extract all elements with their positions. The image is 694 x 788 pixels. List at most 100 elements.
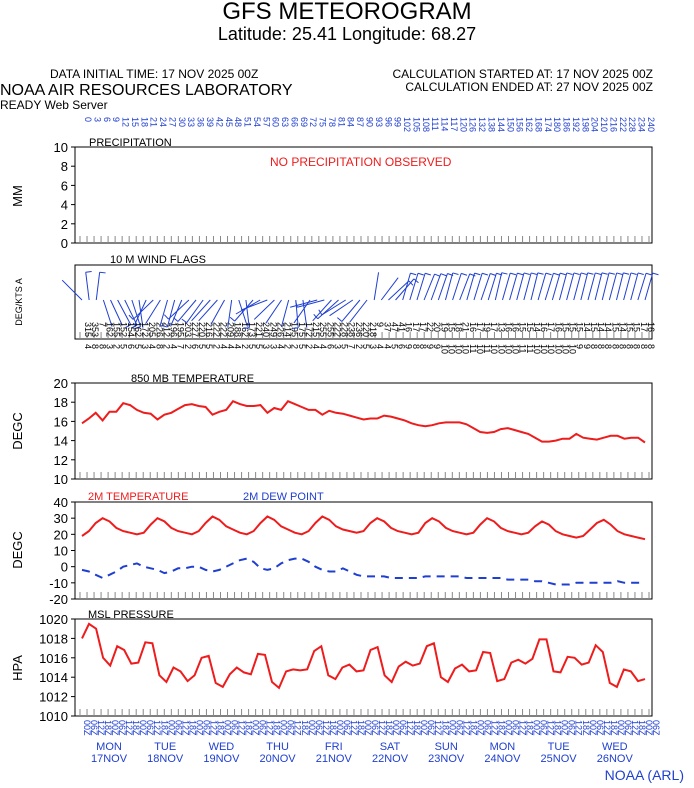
wind-speed-label: 6 [126, 344, 136, 349]
wind-direction-label: 14 [603, 322, 613, 332]
wind-direction-label: 218 [368, 322, 378, 337]
forecast-hour-label: 42 [214, 117, 224, 127]
time-axis-label: 00Z [110, 720, 120, 736]
wind-barb [580, 272, 589, 301]
forecast-hour-label: 57 [261, 117, 271, 127]
time-axis-label: 00Z [335, 720, 345, 736]
wind-direction-label: 19 [482, 322, 492, 332]
time-axis-label: 12Z [405, 720, 415, 736]
precip-ytick-label: 2 [61, 217, 68, 232]
wind-barb [494, 272, 503, 301]
time-axis-label: 12Z [546, 720, 556, 736]
pressure-ytick-label: 1020 [39, 612, 68, 627]
wind-barb-flag [85, 270, 92, 273]
forecast-hour-label: 114 [440, 117, 450, 131]
wind-direction-label: 17 [489, 322, 499, 332]
time-axis-label: 18Z [215, 720, 225, 736]
wind-speed-label: 8 [97, 344, 107, 349]
wind-direction-label: 172 [140, 322, 150, 337]
time-axis-label: 18Z [412, 720, 422, 736]
time-axis-label: 06Z [426, 720, 436, 736]
time-axis-label: 06Z [145, 720, 155, 736]
wind-speed-label: 5 [119, 344, 129, 349]
wind-direction-label: 14 [582, 322, 592, 332]
wind-barb-flag [501, 272, 508, 275]
wind-speed-label: 2 [283, 344, 293, 349]
wind-speed-label: 10 [475, 344, 485, 354]
forecast-hour-label: 60 [271, 117, 281, 127]
time-axis-label: 18Z [496, 720, 506, 736]
time-axis-label: 00Z [82, 720, 92, 736]
wind-barb [437, 273, 448, 301]
wind-speed-label: 4 [318, 344, 328, 349]
forecast-hour-label: 240 [646, 117, 656, 132]
wind-speed-label: 10 [446, 344, 456, 354]
precip-ytick-label: 4 [61, 198, 68, 213]
wind-direction-label: 16 [468, 322, 478, 332]
wind-barb-flag [181, 318, 187, 324]
forecast-hour-label: 12 [121, 117, 131, 127]
wind-speed-label: 2 [354, 344, 364, 349]
wind-barb [329, 299, 354, 317]
wind-direction-label: 16 [553, 322, 563, 332]
wind-direction-label: 175 [297, 322, 307, 337]
forecast-hour-label: 63 [280, 117, 290, 127]
day-date-label: 19NOV [203, 753, 240, 765]
precip-ytick-label: 0 [61, 236, 68, 251]
forecast-hour-label: 108 [421, 117, 431, 132]
time-axis-label: 06Z [398, 720, 408, 736]
wind-direction-label: 214 [283, 322, 293, 337]
t2m-ytick-label: 10 [54, 544, 68, 559]
wind-barb [145, 299, 161, 325]
wind-barb [402, 272, 411, 301]
wind-speed-label: 8 [154, 344, 164, 349]
wind-direction-label: 240 [261, 322, 271, 337]
forecast-hour-label: 30 [177, 117, 187, 127]
day-of-week-label: THU [266, 741, 289, 753]
time-axis-label: 18Z [440, 720, 450, 736]
wind-speed-label: 8 [418, 344, 428, 349]
wind-barb [132, 299, 154, 320]
wind-barb [124, 299, 138, 326]
forecast-hour-label: 87 [355, 117, 365, 127]
wind-direction-label: 21 [461, 322, 471, 332]
time-axis-label: 00Z [194, 720, 204, 736]
wind-speed-label: 8 [596, 344, 606, 349]
time-axis-label: 06Z [511, 720, 521, 736]
wind-direction-label: 228 [340, 322, 350, 337]
wind-direction-label: 41 [397, 322, 407, 332]
wind-barb [616, 272, 624, 301]
forecast-hour-label: 186 [562, 117, 572, 132]
wind-speed-label: 2 [290, 344, 300, 349]
forecast-hour-label: 84 [346, 117, 356, 127]
forecast-hour-label: 6 [102, 117, 112, 122]
forecast-hour-label: 78 [327, 117, 337, 127]
wind-direction-label: 15 [446, 322, 456, 332]
time-axis-label: 00Z [616, 720, 626, 736]
wind-barb [530, 272, 539, 301]
wind-barb-flag [616, 272, 623, 275]
time-axis-label: 06Z [89, 720, 99, 736]
day-date-label: 17NOV [91, 753, 128, 765]
wind-barb [166, 299, 176, 328]
wind-direction-label: 15 [518, 322, 528, 332]
wind-barb-flag [623, 272, 630, 275]
wind-barb-flag [295, 301, 298, 308]
wind-speed-label: 5 [389, 344, 399, 349]
wind-barb-flag [292, 327, 299, 329]
wind-speed-label: 3 [104, 344, 114, 349]
t2m-ytick-label: -10 [49, 576, 68, 591]
wind-direction-label: 15 [632, 322, 642, 332]
forecast-hour-label: 192 [571, 117, 581, 132]
forecast-hour-label: 138 [486, 117, 496, 132]
wind-direction-label: 18 [454, 322, 464, 332]
t850-title: 850 MB TEMPERATURE [131, 373, 254, 385]
wind-barb [341, 299, 361, 322]
wind-barb-flag [545, 272, 552, 276]
time-axis-label: 00Z [447, 720, 457, 736]
wind-direction-label: 15 [560, 322, 570, 332]
time-axis-label: 12Z [293, 720, 303, 736]
wind-barb [380, 277, 399, 301]
wind-direction-label: 16 [404, 322, 414, 332]
